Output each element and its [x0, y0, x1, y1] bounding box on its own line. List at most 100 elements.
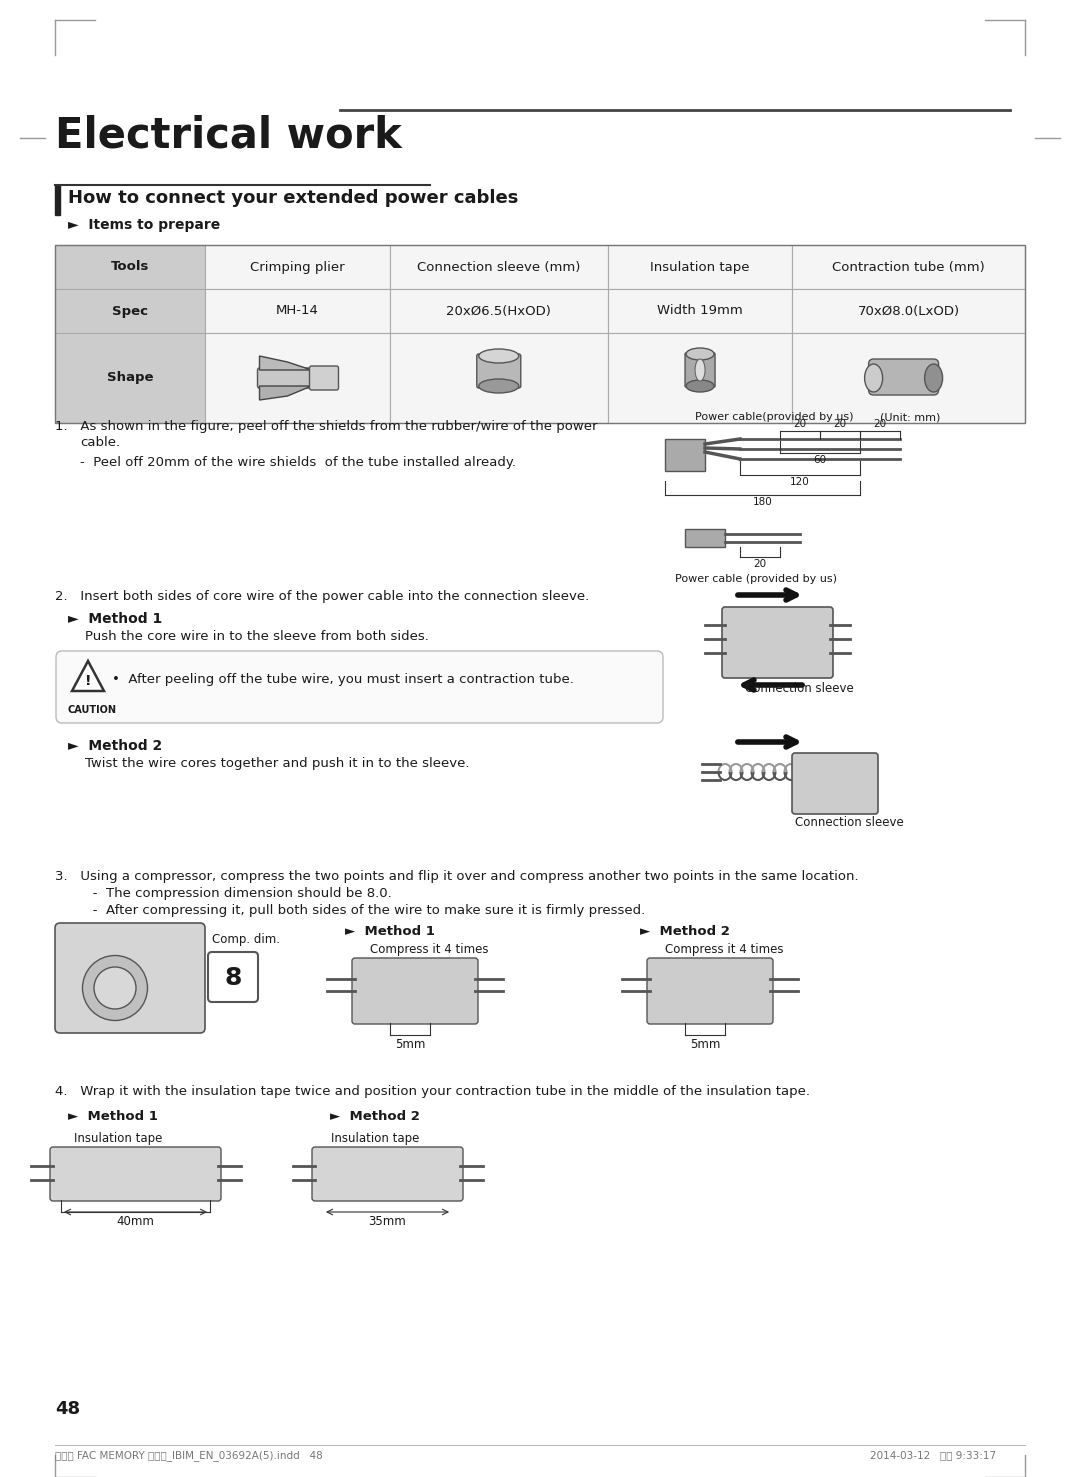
Text: 120: 120: [791, 477, 810, 487]
Text: 5mm: 5mm: [395, 1038, 426, 1052]
Ellipse shape: [696, 359, 705, 381]
Bar: [205, 289, 390, 332]
Text: Contraction tube (mm): Contraction tube (mm): [833, 260, 985, 273]
FancyBboxPatch shape: [723, 607, 833, 678]
FancyBboxPatch shape: [647, 959, 773, 1024]
FancyBboxPatch shape: [208, 953, 258, 1001]
Text: 180: 180: [753, 496, 772, 507]
Text: 8: 8: [225, 966, 242, 990]
Ellipse shape: [924, 363, 943, 391]
Text: ►  Method 1: ► Method 1: [345, 925, 435, 938]
Text: -  Peel off 20mm of the wire shields  of the tube installed already.: - Peel off 20mm of the wire shields of t…: [80, 456, 516, 470]
Bar: [608, 289, 793, 332]
Text: 2.   Insert both sides of core wire of the power cable into the connection sleev: 2. Insert both sides of core wire of the…: [55, 589, 590, 603]
Bar: [665, 439, 705, 471]
Text: 5mm: 5mm: [690, 1038, 720, 1052]
FancyBboxPatch shape: [792, 753, 878, 814]
Text: Compress it 4 times: Compress it 4 times: [665, 942, 783, 956]
Text: •  After peeling off the tube wire, you must insert a contraction tube.: • After peeling off the tube wire, you m…: [112, 674, 573, 685]
Text: MH-14: MH-14: [276, 304, 319, 318]
Text: Push the core wire in to the sleeve from both sides.: Push the core wire in to the sleeve from…: [85, 631, 429, 642]
FancyBboxPatch shape: [257, 368, 313, 388]
Text: Electrical work: Electrical work: [55, 115, 402, 157]
Bar: [608, 332, 793, 422]
Text: Insulation tape: Insulation tape: [330, 1131, 419, 1145]
Text: ►  Method 2: ► Method 2: [640, 925, 730, 938]
Text: Insulation tape: Insulation tape: [650, 260, 750, 273]
Bar: [793, 289, 1025, 332]
Ellipse shape: [478, 380, 518, 393]
Text: ►  Method 1: ► Method 1: [68, 1111, 158, 1123]
Ellipse shape: [865, 363, 882, 391]
Text: Connection sleeve: Connection sleeve: [745, 682, 854, 696]
Text: 20: 20: [794, 419, 807, 428]
Bar: [55, 245, 205, 289]
Text: 48: 48: [55, 1400, 80, 1418]
Text: -  The compression dimension should be 8.0.: - The compression dimension should be 8.…: [80, 888, 392, 899]
Text: Shape: Shape: [107, 372, 153, 384]
Text: !: !: [84, 674, 91, 688]
Text: (Unit: mm): (Unit: mm): [880, 412, 941, 422]
Text: cable.: cable.: [80, 436, 120, 449]
Text: 35mm: 35mm: [368, 1216, 406, 1227]
Bar: [793, 332, 1025, 422]
Text: Comp. dim.: Comp. dim.: [212, 933, 280, 945]
Polygon shape: [72, 662, 104, 691]
Text: ►  Method 2: ► Method 2: [330, 1111, 420, 1123]
Text: Twist the wire cores together and push it in to the sleeve.: Twist the wire cores together and push i…: [85, 758, 470, 770]
Text: Power cable (provided by us): Power cable (provided by us): [675, 575, 837, 583]
Text: 철리항 FAC MEMORY 냉난방_IBIM_EN_03692A(5).indd   48: 철리항 FAC MEMORY 냉난방_IBIM_EN_03692A(5).ind…: [55, 1450, 323, 1461]
FancyBboxPatch shape: [476, 354, 521, 388]
Text: Compress it 4 times: Compress it 4 times: [370, 942, 488, 956]
Text: 1.   As shown in the figure, peel off the shields from the rubber/wire of the po: 1. As shown in the figure, peel off the …: [55, 419, 597, 433]
Text: 60: 60: [813, 455, 826, 465]
Text: CAUTION: CAUTION: [68, 705, 117, 715]
Polygon shape: [259, 356, 311, 371]
Bar: [390, 332, 608, 422]
Text: 70xØ8.0(LxOD): 70xØ8.0(LxOD): [858, 304, 960, 318]
Bar: [55, 245, 1025, 422]
Polygon shape: [259, 385, 311, 400]
Text: 40mm: 40mm: [116, 1216, 154, 1227]
Text: Connection sleeve: Connection sleeve: [795, 815, 904, 829]
Text: -  After compressing it, pull both sides of the wire to make sure it is firmly p: - After compressing it, pull both sides …: [80, 904, 645, 917]
Text: 20: 20: [834, 419, 847, 428]
Text: 20xØ6.5(HxOD): 20xØ6.5(HxOD): [446, 304, 551, 318]
FancyBboxPatch shape: [50, 1148, 221, 1201]
FancyBboxPatch shape: [310, 366, 338, 390]
Text: How to connect your extended power cables: How to connect your extended power cable…: [68, 189, 518, 207]
Bar: [55, 185, 60, 216]
Bar: [608, 245, 793, 289]
Text: Insulation tape: Insulation tape: [73, 1131, 162, 1145]
FancyBboxPatch shape: [685, 353, 715, 387]
Bar: [205, 332, 390, 422]
Bar: [685, 529, 725, 546]
Ellipse shape: [686, 380, 714, 391]
Text: 20: 20: [754, 558, 767, 569]
Bar: [793, 245, 1025, 289]
Ellipse shape: [82, 956, 148, 1021]
FancyBboxPatch shape: [868, 359, 939, 394]
Bar: [205, 245, 390, 289]
Text: Crimping plier: Crimping plier: [251, 260, 345, 273]
Text: Width 19mm: Width 19mm: [657, 304, 743, 318]
Text: ►  Items to prepare: ► Items to prepare: [68, 219, 220, 232]
Text: 3.   Using a compressor, compress the two points and flip it over and compress a: 3. Using a compressor, compress the two …: [55, 870, 859, 883]
Text: Connection sleeve (mm): Connection sleeve (mm): [417, 260, 580, 273]
Ellipse shape: [94, 967, 136, 1009]
Text: Spec: Spec: [112, 304, 148, 318]
FancyBboxPatch shape: [352, 959, 478, 1024]
Text: 20: 20: [874, 419, 887, 428]
FancyBboxPatch shape: [55, 923, 205, 1032]
Text: Power cable(provided by us): Power cable(provided by us): [696, 412, 853, 422]
Text: ►  Method 1: ► Method 1: [68, 611, 162, 626]
FancyBboxPatch shape: [312, 1148, 463, 1201]
Ellipse shape: [686, 349, 714, 360]
Bar: [390, 245, 608, 289]
Bar: [390, 289, 608, 332]
Text: Tools: Tools: [111, 260, 149, 273]
Bar: [55, 332, 205, 422]
Ellipse shape: [478, 349, 518, 363]
Text: 2014-03-12   오전 9:33:17: 2014-03-12 오전 9:33:17: [870, 1450, 996, 1459]
FancyBboxPatch shape: [56, 651, 663, 724]
